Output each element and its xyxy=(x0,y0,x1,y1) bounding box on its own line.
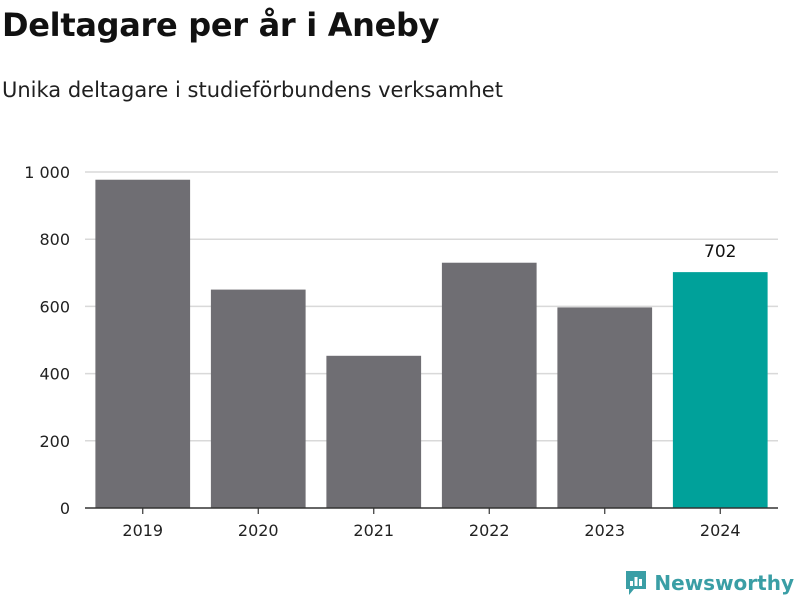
bar xyxy=(441,262,537,508)
newsworthy-logo: Newsworthy xyxy=(624,569,794,597)
chart-subtitle: Unika deltagare i studieförbundens verks… xyxy=(2,78,503,102)
y-tick-label: 400 xyxy=(39,365,70,384)
x-tick-label: 2020 xyxy=(238,521,279,540)
x-tick-label: 2019 xyxy=(122,521,163,540)
bar xyxy=(210,289,306,508)
y-tick-label: 200 xyxy=(39,432,70,451)
y-tick-label: 800 xyxy=(39,230,70,249)
x-tick-label: 2023 xyxy=(584,521,625,540)
bar xyxy=(557,307,653,508)
bar xyxy=(326,355,422,508)
bar xyxy=(95,179,191,508)
x-tick-label: 2024 xyxy=(700,521,741,540)
bar-data-label: 702 xyxy=(704,242,736,262)
chart-title: Deltagare per år i Aneby xyxy=(2,6,440,44)
y-tick-label: 600 xyxy=(39,297,70,316)
y-tick-label: 0 xyxy=(60,499,70,518)
bar-highlight xyxy=(672,272,768,508)
y-tick-label: 1 000 xyxy=(24,163,70,182)
x-tick-label: 2021 xyxy=(353,521,394,540)
x-tick-label: 2022 xyxy=(469,521,510,540)
newsworthy-logo-text: Newsworthy xyxy=(654,571,794,595)
newsworthy-logo-icon xyxy=(626,571,647,595)
